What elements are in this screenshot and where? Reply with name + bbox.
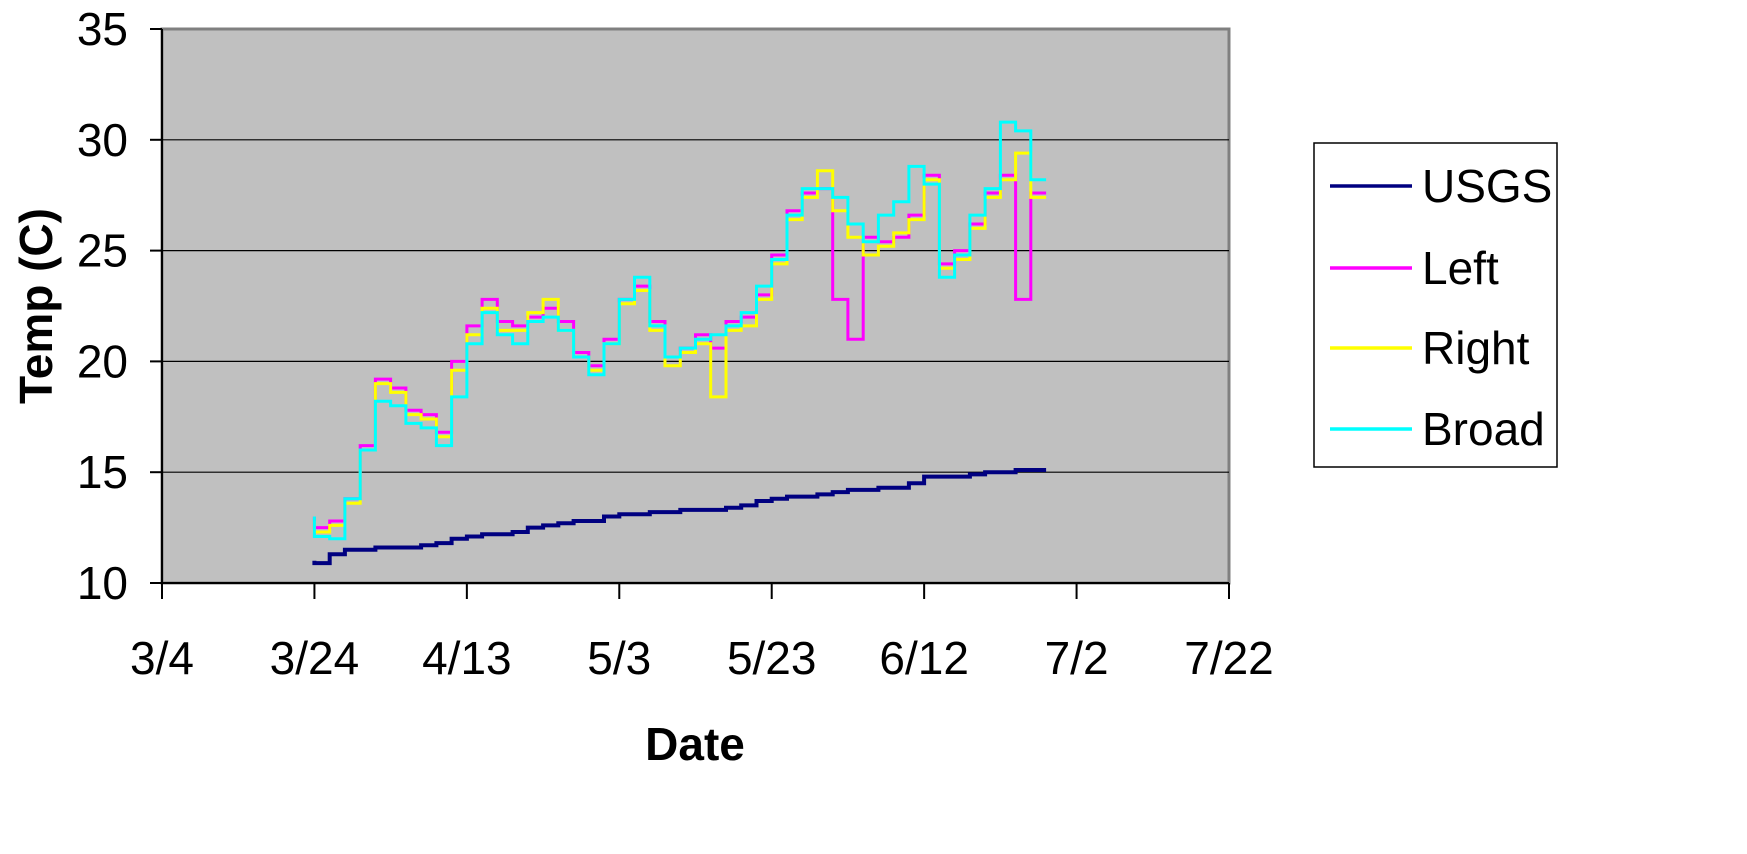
series-line-usgs (312, 468, 1047, 566)
x-tick-label: 4/13 (422, 632, 512, 684)
axes (150, 28, 1230, 599)
y-tick-label: 10 (77, 557, 128, 609)
legend: USGS Left Right Broad (1313, 142, 1558, 468)
x-axis-title: Date (645, 718, 745, 770)
x-tick-label: 7/2 (1045, 632, 1109, 684)
x-tick-label: 3/24 (270, 632, 360, 684)
x-tick-label: 3/4 (130, 632, 194, 684)
x-tick-labels: 3/4 3/24 4/13 5/3 5/23 6/12 7/2 7/22 (130, 632, 1274, 684)
legend-label-broad: Broad (1422, 403, 1545, 455)
y-tick-label: 15 (77, 446, 128, 498)
x-tick-label: 5/23 (727, 632, 817, 684)
plot-area (160, 27, 1231, 585)
legend-label-left: Left (1422, 242, 1499, 294)
legend-box (1313, 142, 1558, 468)
y-tick-label: 30 (77, 114, 128, 166)
y-tick-label: 20 (77, 335, 128, 387)
legend-label-right: Right (1422, 322, 1530, 374)
x-tick-label: 7/22 (1184, 632, 1274, 684)
x-tick-label: 6/12 (879, 632, 969, 684)
legend-label-usgs: USGS (1422, 160, 1552, 212)
series-line-broad (312, 120, 1047, 541)
y-tick-label: 35 (77, 3, 128, 55)
series-lines (312, 120, 1047, 566)
grid-lines (162, 139, 1229, 473)
y-axis-title: Temp (C) (10, 208, 62, 404)
y-tick-label: 25 (77, 225, 128, 277)
y-tick-labels: 10 15 20 25 30 35 (77, 3, 128, 609)
series-line-right (312, 151, 1047, 534)
x-tick-label: 5/3 (587, 632, 651, 684)
